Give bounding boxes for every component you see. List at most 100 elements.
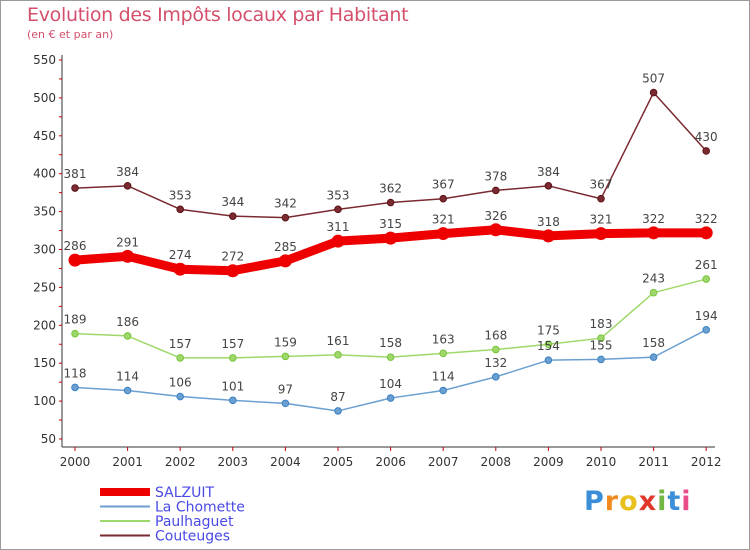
data-label-la-chomette: 106 bbox=[169, 376, 192, 390]
legend-label-couteuges: Couteuges bbox=[155, 529, 230, 545]
x-tick-label: 2000 bbox=[60, 455, 91, 469]
data-label-couteuges: 507 bbox=[642, 72, 665, 86]
data-label-paulhaguet: 159 bbox=[274, 335, 297, 349]
point-couteuges bbox=[123, 182, 132, 190]
series-points bbox=[68, 88, 713, 415]
data-label-la-chomette: 155 bbox=[590, 338, 613, 352]
data-label-couteuges: 384 bbox=[537, 165, 560, 179]
data-label-paulhaguet: 261 bbox=[695, 258, 718, 272]
data-label-couteuges: 384 bbox=[116, 165, 139, 179]
data-label-la-chomette: 194 bbox=[695, 309, 718, 323]
x-tick-label: 2005 bbox=[323, 455, 354, 469]
x-tick-label: 2001 bbox=[112, 455, 143, 469]
legend-label-paulhaguet: Paulhaguet bbox=[155, 514, 234, 530]
data-label-salzuit: 321 bbox=[590, 213, 613, 227]
data-label-paulhaguet: 183 bbox=[590, 317, 613, 331]
proxiti-logo: Proxiti bbox=[584, 486, 692, 517]
x-tick-label: 2008 bbox=[481, 455, 512, 469]
point-la-chomette bbox=[229, 396, 237, 405]
data-label-paulhaguet: 163 bbox=[432, 332, 455, 346]
data-label-salzuit: 291 bbox=[116, 235, 139, 249]
data-label-couteuges: 344 bbox=[221, 195, 244, 209]
data-label-paulhaguet: 168 bbox=[484, 329, 507, 343]
point-couteuges bbox=[439, 194, 448, 203]
point-couteuges bbox=[229, 212, 237, 220]
point-couteuges bbox=[71, 184, 79, 192]
point-la-chomette bbox=[281, 399, 290, 408]
data-labels: 286 291 274 272 285 311 315 321 326 318 321 322 322 1… bbox=[64, 72, 718, 404]
data-label-salzuit: 318 bbox=[537, 215, 560, 229]
point-paulhaguet bbox=[439, 349, 448, 358]
point-paulhaguet bbox=[649, 288, 658, 297]
point-la-chomette bbox=[386, 394, 395, 402]
point-la-chomette bbox=[702, 326, 711, 334]
chart-subtitle: (en € et par an) bbox=[27, 28, 114, 41]
point-couteuges bbox=[281, 213, 290, 222]
y-tick-label: 550 bbox=[33, 53, 56, 67]
point-la-chomette bbox=[649, 353, 658, 361]
point-salzuit bbox=[68, 253, 82, 267]
axes: 50 100 150 200 250 300 350 400 450 500 550 2000 2001… bbox=[33, 53, 721, 469]
point-la-chomette bbox=[492, 373, 500, 381]
point-salzuit bbox=[647, 226, 661, 240]
point-paulhaguet bbox=[544, 340, 553, 349]
point-paulhaguet bbox=[281, 352, 290, 361]
y-tick-label: 50 bbox=[41, 432, 56, 446]
x-tick-label: 2002 bbox=[165, 455, 196, 469]
point-salzuit bbox=[173, 262, 187, 276]
point-couteuges bbox=[334, 205, 342, 214]
data-label-la-chomette: 118 bbox=[64, 366, 87, 380]
x-tick-label: 2009 bbox=[533, 455, 564, 469]
chart-title: Evolution des Impôts locaux par Habitant bbox=[27, 4, 409, 26]
y-tick-label: 150 bbox=[33, 356, 56, 370]
data-label-salzuit: 311 bbox=[327, 220, 350, 234]
point-la-chomette bbox=[123, 386, 132, 395]
data-label-salzuit: 322 bbox=[695, 212, 718, 226]
point-salzuit bbox=[121, 249, 135, 263]
data-label-la-chomette: 97 bbox=[278, 382, 293, 396]
data-label-paulhaguet: 157 bbox=[221, 337, 244, 351]
y-tick-label: 300 bbox=[33, 243, 56, 257]
point-paulhaguet bbox=[71, 329, 79, 338]
point-paulhaguet bbox=[386, 353, 395, 361]
data-label-couteuges: 378 bbox=[484, 169, 507, 183]
point-paulhaguet bbox=[702, 275, 711, 283]
y-tick-label: 100 bbox=[33, 394, 56, 408]
data-label-couteuges: 367 bbox=[590, 178, 613, 192]
point-couteuges bbox=[649, 88, 658, 97]
point-couteuges bbox=[176, 205, 184, 214]
y-tick-label: 250 bbox=[33, 280, 56, 294]
legend-label-salzuit: SALZUIT bbox=[155, 485, 214, 501]
x-tick-label: 2006 bbox=[375, 455, 406, 469]
data-label-paulhaguet: 243 bbox=[642, 272, 665, 286]
data-label-salzuit: 315 bbox=[379, 217, 402, 231]
legend-label-la-chomette: La Chomette bbox=[155, 500, 245, 516]
x-tick-label: 2007 bbox=[428, 455, 459, 469]
point-la-chomette bbox=[176, 392, 184, 401]
data-label-salzuit: 285 bbox=[274, 240, 297, 254]
data-label-la-chomette: 104 bbox=[379, 377, 402, 391]
point-salzuit bbox=[384, 231, 398, 245]
logo-letter: i bbox=[681, 486, 692, 517]
data-label-la-chomette: 158 bbox=[642, 336, 665, 350]
data-label-couteuges: 353 bbox=[327, 188, 350, 202]
point-paulhaguet bbox=[176, 354, 184, 362]
data-label-la-chomette: 114 bbox=[432, 369, 455, 383]
x-tick-label: 2010 bbox=[586, 455, 617, 469]
point-paulhaguet bbox=[492, 345, 500, 354]
data-label-salzuit: 322 bbox=[642, 212, 665, 226]
point-couteuges bbox=[386, 198, 395, 207]
point-salzuit bbox=[278, 254, 292, 268]
data-label-salzuit: 326 bbox=[484, 209, 507, 223]
point-paulhaguet bbox=[597, 334, 605, 342]
point-couteuges bbox=[544, 182, 553, 190]
data-label-la-chomette: 114 bbox=[116, 369, 139, 383]
data-label-paulhaguet: 189 bbox=[64, 313, 87, 327]
point-la-chomette bbox=[334, 407, 342, 415]
data-label-paulhaguet: 175 bbox=[537, 323, 560, 337]
data-label-salzuit: 286 bbox=[64, 239, 87, 253]
point-salzuit bbox=[594, 227, 608, 241]
point-salzuit bbox=[226, 264, 240, 278]
